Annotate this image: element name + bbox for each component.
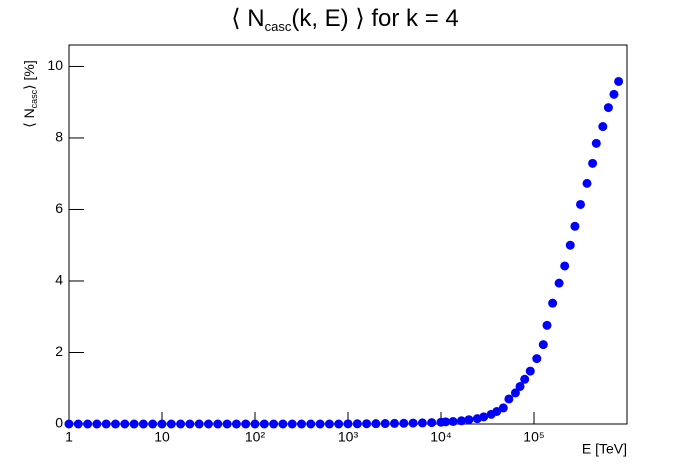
data-point [185, 419, 195, 429]
data-point [334, 419, 344, 429]
y-tick-label: 8 [55, 129, 63, 145]
data-point [110, 419, 120, 429]
x-tick-label: 10 [154, 429, 170, 445]
data-point [315, 419, 325, 429]
data-point [520, 374, 530, 384]
data-point [598, 122, 608, 132]
y-tick-label: 10 [47, 57, 63, 73]
data-point [609, 89, 619, 99]
x-tick-label: 10² [245, 429, 266, 445]
data-point [194, 419, 204, 429]
data-point [259, 419, 269, 429]
data-point [306, 419, 316, 429]
y-tick-label: 6 [55, 200, 63, 216]
x-axis-label: E [TeV] [582, 441, 627, 457]
data-point [417, 418, 427, 428]
data-point [479, 412, 489, 422]
data-point [614, 76, 624, 86]
y-tick-label: 4 [55, 272, 63, 288]
data-point [532, 354, 542, 364]
x-tick-label: 10³ [338, 429, 359, 445]
data-point [408, 418, 418, 428]
data-point [83, 419, 93, 429]
data-point [222, 419, 232, 429]
y-tick-label: 2 [55, 343, 63, 359]
x-tick-label: 10⁴ [430, 429, 452, 445]
data-point [157, 419, 167, 429]
y-axis-label: ⟨ Ncasc⟩ [%] [21, 60, 40, 128]
data-point [510, 388, 520, 398]
data-point [287, 419, 297, 429]
data-point [138, 419, 148, 429]
data-point [129, 419, 139, 429]
y-tick-label: 0 [55, 415, 63, 431]
data-point [560, 261, 570, 271]
data-point [148, 419, 158, 429]
x-tick-label: 1 [65, 429, 73, 445]
data-point [324, 419, 334, 429]
data-point [441, 417, 451, 427]
data-point [538, 340, 548, 350]
data-point [591, 138, 601, 148]
data-point [92, 419, 102, 429]
data-point [498, 403, 508, 413]
data-point [176, 419, 186, 429]
data-point [101, 419, 111, 429]
data-point [362, 419, 372, 429]
data-point [588, 158, 598, 168]
data-point [464, 415, 474, 425]
data-point [73, 419, 83, 429]
data-point [515, 381, 525, 391]
data-point [603, 103, 613, 113]
data-point [371, 419, 381, 429]
data-point [554, 278, 564, 288]
data-point [269, 419, 279, 429]
data-point [241, 419, 251, 429]
data-point [64, 419, 74, 429]
data-point [542, 320, 552, 330]
data-point [448, 416, 458, 426]
data-point [343, 419, 353, 429]
data-point [548, 298, 558, 308]
data-point [352, 419, 362, 429]
data-point [582, 178, 592, 188]
data-point [380, 419, 390, 429]
data-point [250, 419, 260, 429]
data-point [525, 366, 535, 376]
data-point [166, 419, 176, 429]
data-point [389, 418, 399, 428]
data-point [575, 199, 585, 209]
data-point [231, 419, 241, 429]
data-point [504, 394, 514, 404]
x-tick-label: 10⁵ [523, 429, 544, 445]
data-point [565, 240, 575, 250]
data-point [296, 419, 306, 429]
plot-frame [68, 44, 628, 425]
data-point [278, 419, 288, 429]
chart-title: ⟨ Ncasc(k, E) ⟩ for k = 4 [231, 5, 459, 34]
data-point [456, 416, 466, 426]
data-point [120, 419, 130, 429]
data-point [399, 418, 409, 428]
data-point [427, 418, 437, 428]
data-point [203, 419, 213, 429]
data-point [570, 221, 580, 231]
data-point [213, 419, 223, 429]
